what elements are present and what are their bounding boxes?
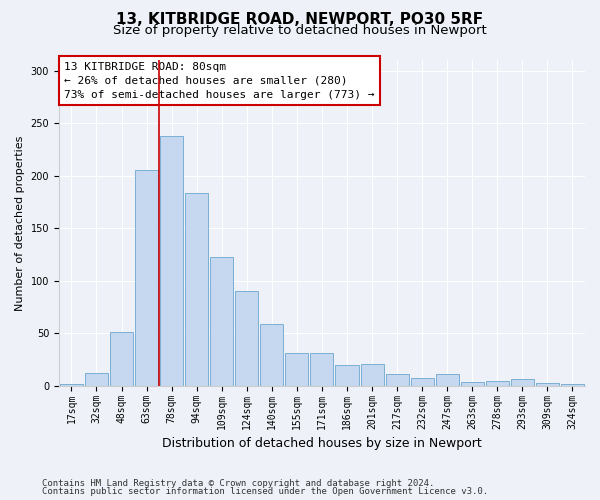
Bar <box>286 353 308 386</box>
Bar <box>185 194 208 386</box>
Text: 13, KITBRIDGE ROAD, NEWPORT, PO30 5RF: 13, KITBRIDGE ROAD, NEWPORT, PO30 5RF <box>116 12 484 28</box>
Bar <box>135 170 158 386</box>
Bar <box>511 380 534 386</box>
Bar <box>436 374 459 386</box>
Bar <box>160 136 183 386</box>
Bar <box>310 353 334 386</box>
Text: Size of property relative to detached houses in Newport: Size of property relative to detached ho… <box>113 24 487 37</box>
Bar <box>486 380 509 386</box>
Bar <box>85 373 108 386</box>
Bar <box>461 382 484 386</box>
X-axis label: Distribution of detached houses by size in Newport: Distribution of detached houses by size … <box>162 437 482 450</box>
Bar <box>536 382 559 386</box>
Bar <box>210 256 233 386</box>
Y-axis label: Number of detached properties: Number of detached properties <box>15 135 25 310</box>
Bar <box>386 374 409 386</box>
Text: Contains HM Land Registry data © Crown copyright and database right 2024.: Contains HM Land Registry data © Crown c… <box>42 478 434 488</box>
Bar <box>110 332 133 386</box>
Text: Contains public sector information licensed under the Open Government Licence v3: Contains public sector information licen… <box>42 487 488 496</box>
Bar <box>260 324 283 386</box>
Bar <box>561 384 584 386</box>
Bar <box>60 384 83 386</box>
Bar <box>361 364 383 386</box>
Bar <box>410 378 434 386</box>
Bar <box>335 365 359 386</box>
Text: 13 KITBRIDGE ROAD: 80sqm
← 26% of detached houses are smaller (280)
73% of semi-: 13 KITBRIDGE ROAD: 80sqm ← 26% of detach… <box>64 62 374 100</box>
Bar <box>235 291 259 386</box>
